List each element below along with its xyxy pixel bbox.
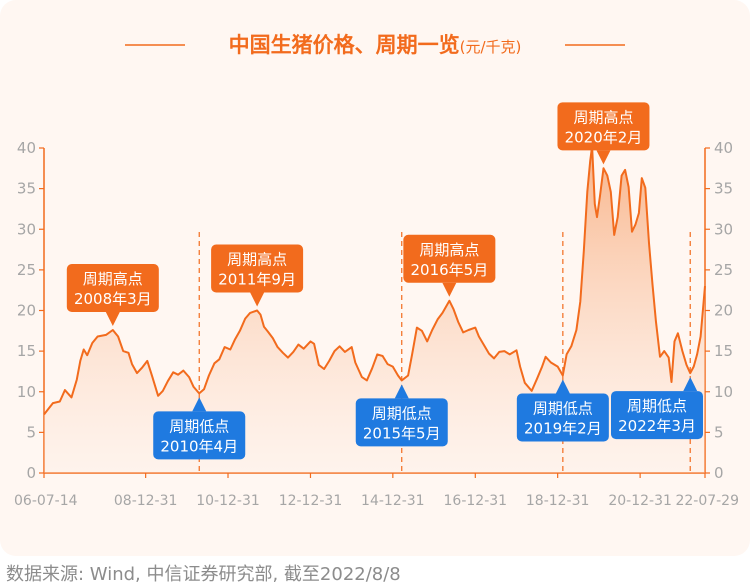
peak-callout-box (66, 264, 159, 312)
trough-callout-box (153, 411, 246, 460)
peak-callout-label: 周期高点 (227, 251, 287, 269)
y-tick-label-right: 30 (714, 220, 733, 238)
trough-callout-pointer (555, 379, 570, 394)
trough-callout-label: 周期低点 (533, 400, 593, 418)
trough-callout-date: 2019年2月 (524, 420, 602, 438)
y-tick-label-left: 40 (17, 139, 36, 157)
x-tick-label: 18-12-31 (526, 493, 590, 509)
peak-callout-label: 周期高点 (573, 108, 633, 126)
y-tick-label-right: 10 (714, 383, 733, 401)
peak-callout-pointer (250, 292, 265, 307)
trough-callout: 周期低点 2010年4月 (153, 397, 246, 460)
trough-callout-date: 2015年5月 (363, 424, 441, 442)
trough-callout: 周期低点 2015年5月 (355, 384, 448, 447)
y-tick-label-left: 30 (17, 220, 36, 238)
y-tick-label-left: 35 (17, 180, 36, 198)
peak-callout-label: 周期高点 (419, 241, 479, 259)
trough-callout-label: 周期低点 (627, 397, 687, 415)
trough-callout-label: 周期低点 (169, 417, 229, 435)
peak-callout-date: 2020年2月 (565, 128, 643, 146)
x-tick-label: 14-12-31 (361, 493, 425, 509)
trough-callout-box (516, 393, 609, 442)
peak-callout-box (211, 244, 304, 293)
trough-callout-label: 周期低点 (372, 404, 432, 422)
peak-callout-box (403, 234, 496, 283)
trough-callout-pointer (683, 377, 698, 392)
x-tick-label: 20-12-31 (608, 493, 672, 509)
y-tick-label-left: 20 (17, 302, 36, 320)
chart-title: 中国生猪价格、周期一览(元/千克) (125, 33, 625, 57)
x-tick-label: 16-12-31 (444, 493, 508, 509)
y-tick-label-right: 0 (714, 464, 724, 482)
peak-callout-label: 周期高点 (83, 270, 143, 288)
y-tick-label-left: 10 (17, 383, 36, 401)
source-note: 数据来源: Wind, 中信证券研究部, 截至2022/8/8 (6, 564, 401, 585)
pig-price-chart: 中国生猪价格、周期一览(元/千克) 0 0 5 5 10 10 15 15 20 20 25 25 30… (14, 33, 739, 509)
x-tick-label: 08-12-31 (114, 493, 178, 509)
trough-callout-box (611, 391, 703, 440)
trough-callout: 周期低点 2022年3月 (611, 377, 703, 440)
chart-title-text: 中国生猪价格、周期一览(元/千克) (229, 33, 522, 57)
peak-callout: 周期高点 2011年9月 (211, 244, 304, 307)
chart-panel: 中国生猪价格、周期一览(元/千克) 0 0 5 5 10 10 15 15 20 20 25 25 30… (0, 0, 750, 556)
peak-callout-date: 2016年5月 (410, 261, 488, 279)
chart-title-unit: (元/千克) (460, 38, 522, 56)
x-tick-label: 10-12-31 (196, 493, 260, 509)
y-tick-label-right: 40 (714, 139, 733, 157)
trough-callout-date: 2010年4月 (160, 437, 238, 455)
price-line (43, 145, 706, 416)
y-tick-label-right: 20 (714, 302, 733, 320)
trough-callout-box (355, 398, 448, 447)
trough-callout-pointer (394, 384, 409, 399)
x-tick-label: 06-07-14 (14, 493, 78, 509)
peak-callout-pointer (442, 282, 457, 297)
peak-callout: 周期高点 2020年2月 (557, 102, 650, 165)
peak-callout-pointer (596, 150, 611, 165)
y-tick-label-left: 25 (17, 261, 36, 279)
peak-callout-date: 2011年9月 (218, 271, 296, 289)
x-tick-label: 22-07-29 (675, 493, 739, 509)
peak-callout: 周期高点 2008年3月 (66, 264, 159, 326)
y-tick-label-left: 5 (26, 423, 36, 441)
y-tick-label-right: 5 (714, 423, 724, 441)
x-tick-label: 12-12-31 (279, 493, 343, 509)
price-area (44, 146, 705, 473)
y-tick-label-right: 15 (714, 342, 733, 360)
peak-callout-pointer (105, 312, 120, 326)
peak-callout-box (557, 102, 650, 151)
y-tick-label-right: 35 (714, 180, 733, 198)
trough-callout: 周期低点 2019年2月 (516, 379, 609, 442)
chart-title-main: 中国生猪价格、周期一览 (229, 33, 460, 57)
trough-callout-pointer (192, 397, 207, 412)
peak-callout-date: 2008年3月 (74, 290, 152, 308)
y-tick-label-left: 0 (26, 464, 36, 482)
trough-callout-date: 2022年3月 (618, 417, 696, 435)
y-tick-label-left: 15 (17, 342, 36, 360)
y-tick-label-right: 25 (714, 261, 733, 279)
peak-callout: 周期高点 2016年5月 (403, 234, 496, 297)
